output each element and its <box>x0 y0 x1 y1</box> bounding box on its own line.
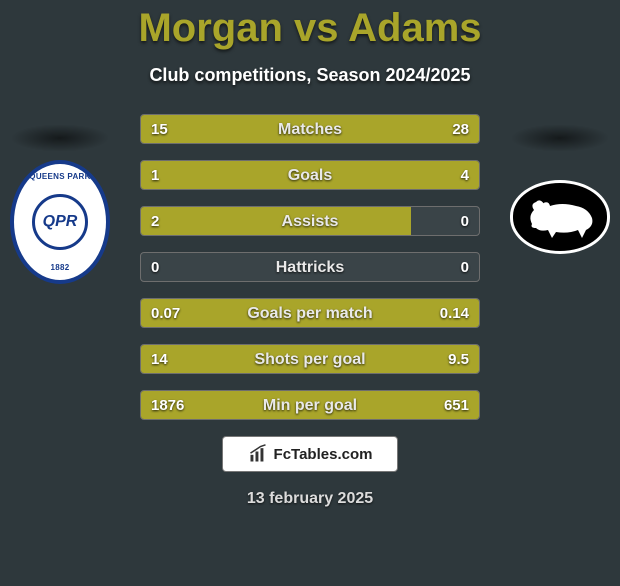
stat-label: Min per goal <box>141 391 479 420</box>
derby-crest <box>510 180 610 254</box>
stat-row: 20Assists <box>140 206 480 236</box>
team-badge-left: QUEENS PARK QPR 1882 <box>10 124 110 284</box>
stat-label: Assists <box>141 207 479 236</box>
footer-date: 13 february 2025 <box>0 490 620 508</box>
chart-icon <box>248 444 268 464</box>
stat-row: 1528Matches <box>140 114 480 144</box>
qpr-monogram: QPR <box>32 194 88 250</box>
badge-shadow <box>510 124 610 152</box>
qpr-year: 1882 <box>51 263 70 272</box>
team-badge-right <box>510 124 610 254</box>
stat-row: 00Hattricks <box>140 252 480 282</box>
page-subtitle: Club competitions, Season 2024/2025 <box>0 65 620 86</box>
stat-row: 14Goals <box>140 160 480 190</box>
stat-row: 149.5Shots per goal <box>140 344 480 374</box>
qpr-top-text: QUEENS PARK <box>29 172 90 181</box>
ram-icon <box>522 194 598 240</box>
stat-label: Shots per goal <box>141 345 479 374</box>
brand-badge: FcTables.com <box>222 436 398 472</box>
page-title: Morgan vs Adams <box>0 6 620 51</box>
stat-label: Hattricks <box>141 253 479 282</box>
stat-label: Goals per match <box>141 299 479 328</box>
stat-label: Matches <box>141 115 479 144</box>
badge-shadow <box>10 124 110 152</box>
stat-label: Goals <box>141 161 479 190</box>
comparison-bars: 1528Matches 14Goals 20Assists 00Hattricks 0.… <box>140 114 480 420</box>
qpr-crest: QUEENS PARK QPR 1882 <box>10 160 110 284</box>
stat-row: 1876651Min per goal <box>140 390 480 420</box>
brand-text: FcTables.com <box>274 446 373 463</box>
stat-row: 0.070.14Goals per match <box>140 298 480 328</box>
